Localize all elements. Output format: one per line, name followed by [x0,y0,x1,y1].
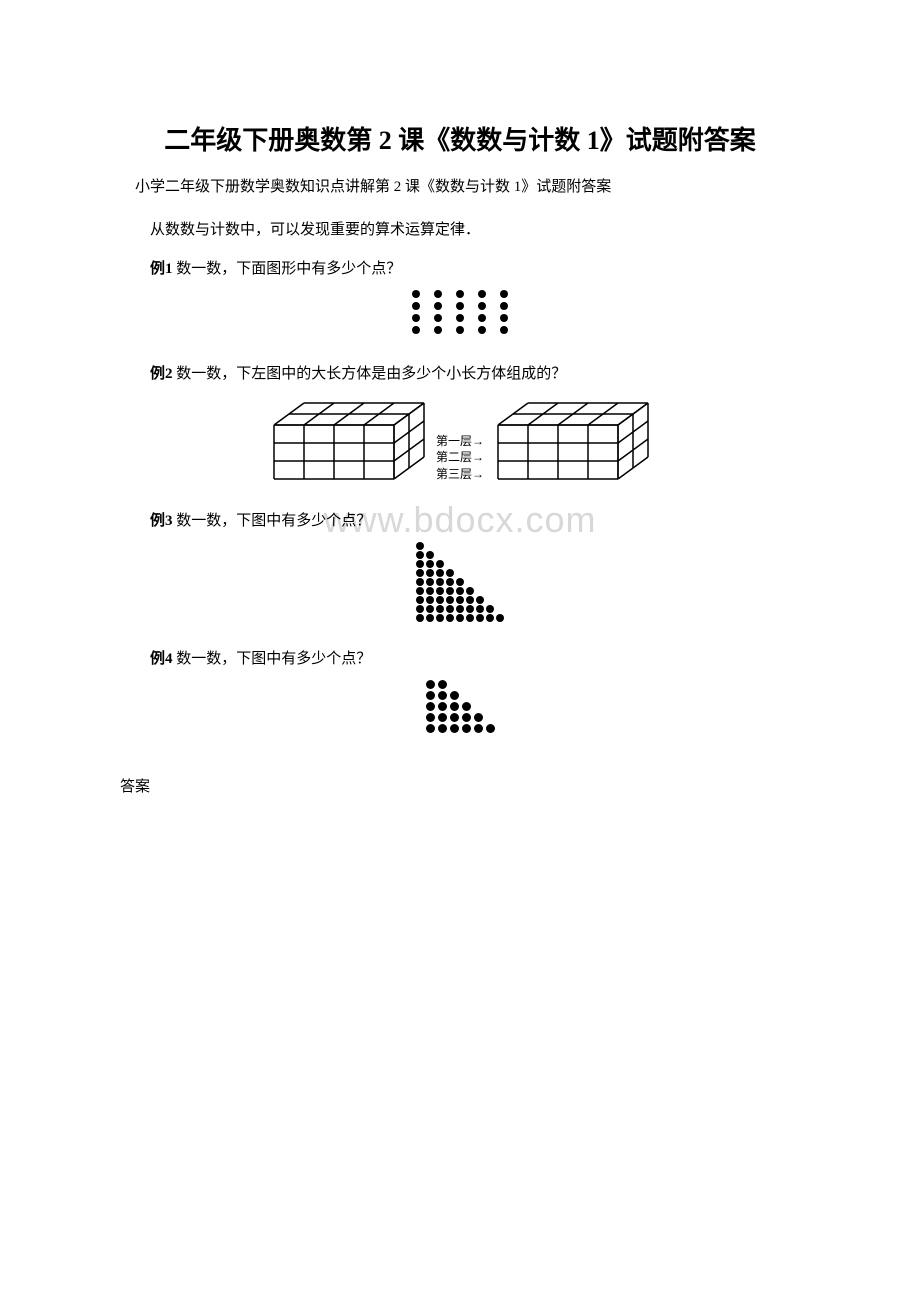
example-3-label: 例3 [150,513,173,529]
cuboid-right [492,395,652,485]
example-4-line: 例4 数一数，下图中有多少个点？ [120,647,800,668]
example-1-label: 例1 [150,261,173,277]
trapezoid-dots [426,680,495,735]
example-4-text: 数一数，下图中有多少个点？ [176,651,371,667]
page-title: 二年级下册奥数第 2 课《数数与计数 1》试题附答案 [120,120,800,157]
triangle-dots [416,542,504,623]
example-1-text: 数一数，下面图形中有多少个点？ [176,261,401,277]
example-3-text: 数一数，下图中有多少个点？ [176,513,371,529]
example-1-line: 例1 数一数，下面图形中有多少个点？ [120,257,800,278]
layer-labels: 第一层→ 第二层→ 第三层→ [436,433,484,483]
example-4-label: 例4 [150,651,173,667]
example-3-line: 例3 数一数，下图中有多少个点？ [120,509,800,530]
example-3-figure [120,542,800,623]
layer-label-1: 第一层→ [436,433,484,450]
example-3-row: www.bdocx.com 例3 数一数，下图中有多少个点？ [120,509,800,530]
subtitle: 小学二年级下册数学奥数知识点讲解第 2 课《数数与计数 1》试题附答案 [120,175,800,196]
dot-grid-4x5 [412,290,508,338]
example-2-figure: 第一层→ 第二层→ 第三层→ [120,395,800,485]
example-2-label: 例2 [150,366,173,382]
layer-label-2: 第二层→ [436,449,484,466]
intro-text: 从数数与计数中，可以发现重要的算术运算定律． [120,218,800,239]
layer-label-3: 第三层→ [436,466,484,483]
answer-label: 答案 [120,775,800,796]
example-1-figure [120,290,800,338]
example-4-figure [120,680,800,735]
cuboid-left [268,395,428,485]
example-2-line: 例2 数一数，下左图中的大长方体是由多少个小长方体组成的？ [120,362,800,383]
example-2-text: 数一数，下左图中的大长方体是由多少个小长方体组成的？ [176,366,566,382]
